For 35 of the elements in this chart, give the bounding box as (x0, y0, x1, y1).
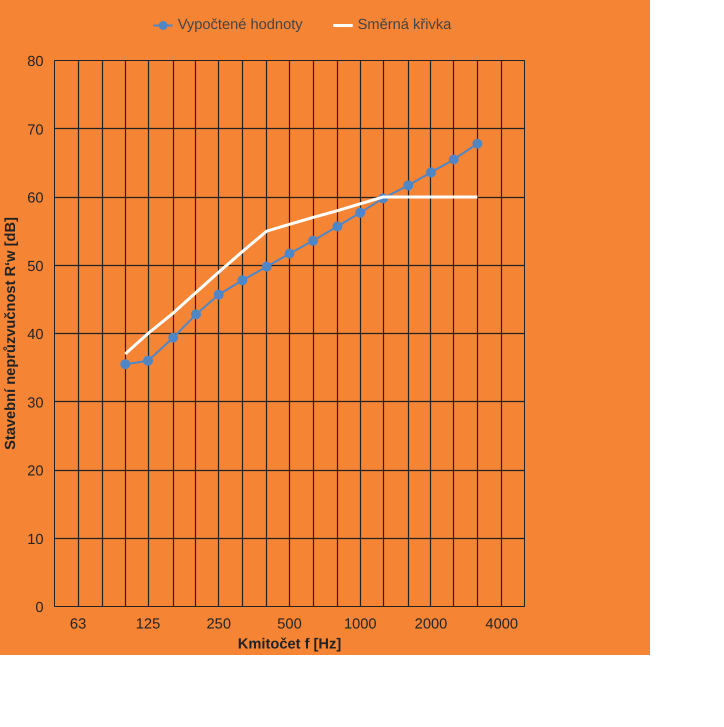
point (426, 167, 436, 178)
x-tick-label: 4000 (485, 616, 518, 632)
y-tick-label: 80 (27, 54, 44, 70)
y-tick-label: 0 (35, 600, 44, 616)
y-tick-label: 10 (27, 532, 44, 548)
point (168, 332, 178, 343)
y-tick-label: 60 (27, 190, 44, 206)
x-tick-label: 2000 (414, 616, 448, 632)
y-tick-label: 20 (27, 464, 44, 480)
x-tick-label: 125 (136, 616, 160, 632)
point (237, 275, 248, 286)
point (472, 138, 482, 149)
y-axis-title: Stavební neprůzvučnost R‘w [dB] (3, 216, 20, 450)
y-tick-label: 70 (27, 122, 44, 138)
y-tick-label: 30 (27, 395, 44, 412)
point (190, 309, 201, 320)
legend-label: Směrná křivka (358, 17, 452, 33)
x-tick-label: 250 (206, 616, 231, 632)
point (308, 236, 318, 246)
x-tick-label: 500 (277, 616, 302, 632)
point (448, 154, 459, 164)
point (262, 262, 272, 272)
legend-label: Vypočtené hodnoty (178, 17, 303, 33)
point (284, 248, 294, 259)
y-tick-label: 40 (27, 327, 44, 343)
x-tick-label: 1000 (344, 616, 377, 632)
point (355, 208, 366, 218)
point (143, 356, 154, 366)
y-tick-label: 50 (27, 258, 44, 275)
x-axis-title: Kmitočet f [Hz] (238, 636, 342, 652)
point (120, 359, 130, 370)
point (214, 290, 224, 300)
point (332, 221, 342, 232)
point (403, 180, 414, 190)
x-tick-label: 63 (70, 616, 86, 632)
